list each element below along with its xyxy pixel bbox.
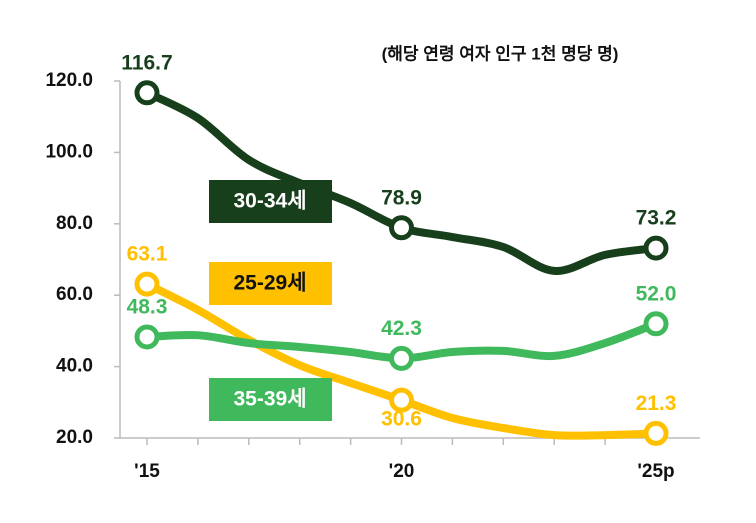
y-tick-label: 40.0 [56,356,93,377]
data-label: 63.1 [127,243,168,266]
data-label: 78.9 [381,186,422,209]
y-tick-label: 80.0 [56,213,93,234]
legend-label: 25-29세 [233,272,306,295]
point-marker [643,420,669,446]
legend-box [209,378,332,421]
legend-box [209,262,332,305]
legend-box [209,180,332,223]
y-tick-label: 100.0 [45,141,93,162]
x-tick-label: '15 [134,461,160,482]
point-marker [389,215,414,241]
point-marker [643,235,669,261]
data-label: 42.3 [381,317,422,340]
legend-label: 35-39세 [233,388,306,411]
x-tick-label: '20 [389,461,415,482]
x-tick-label: '25p [637,461,674,482]
point-marker [134,80,160,106]
point-marker [134,271,160,297]
point-marker [389,345,414,371]
data-label: 30.6 [381,408,422,431]
point-marker [389,387,414,413]
y-tick-label: 20.0 [56,427,93,448]
chart-subtitle: (해당 연령 여자 인구 1천 명당 명) [382,43,619,63]
data-label: 52.0 [636,282,677,305]
point-marker [134,324,160,350]
data-label: 48.3 [127,296,168,319]
legend-label: 30-34세 [233,190,306,213]
data-label: 21.3 [636,392,677,415]
data-label: 116.7 [121,51,172,74]
point-marker [643,311,669,337]
y-tick-label: 120.0 [45,70,93,91]
y-tick-label: 60.0 [56,284,93,305]
data-label: 73.2 [636,207,677,230]
